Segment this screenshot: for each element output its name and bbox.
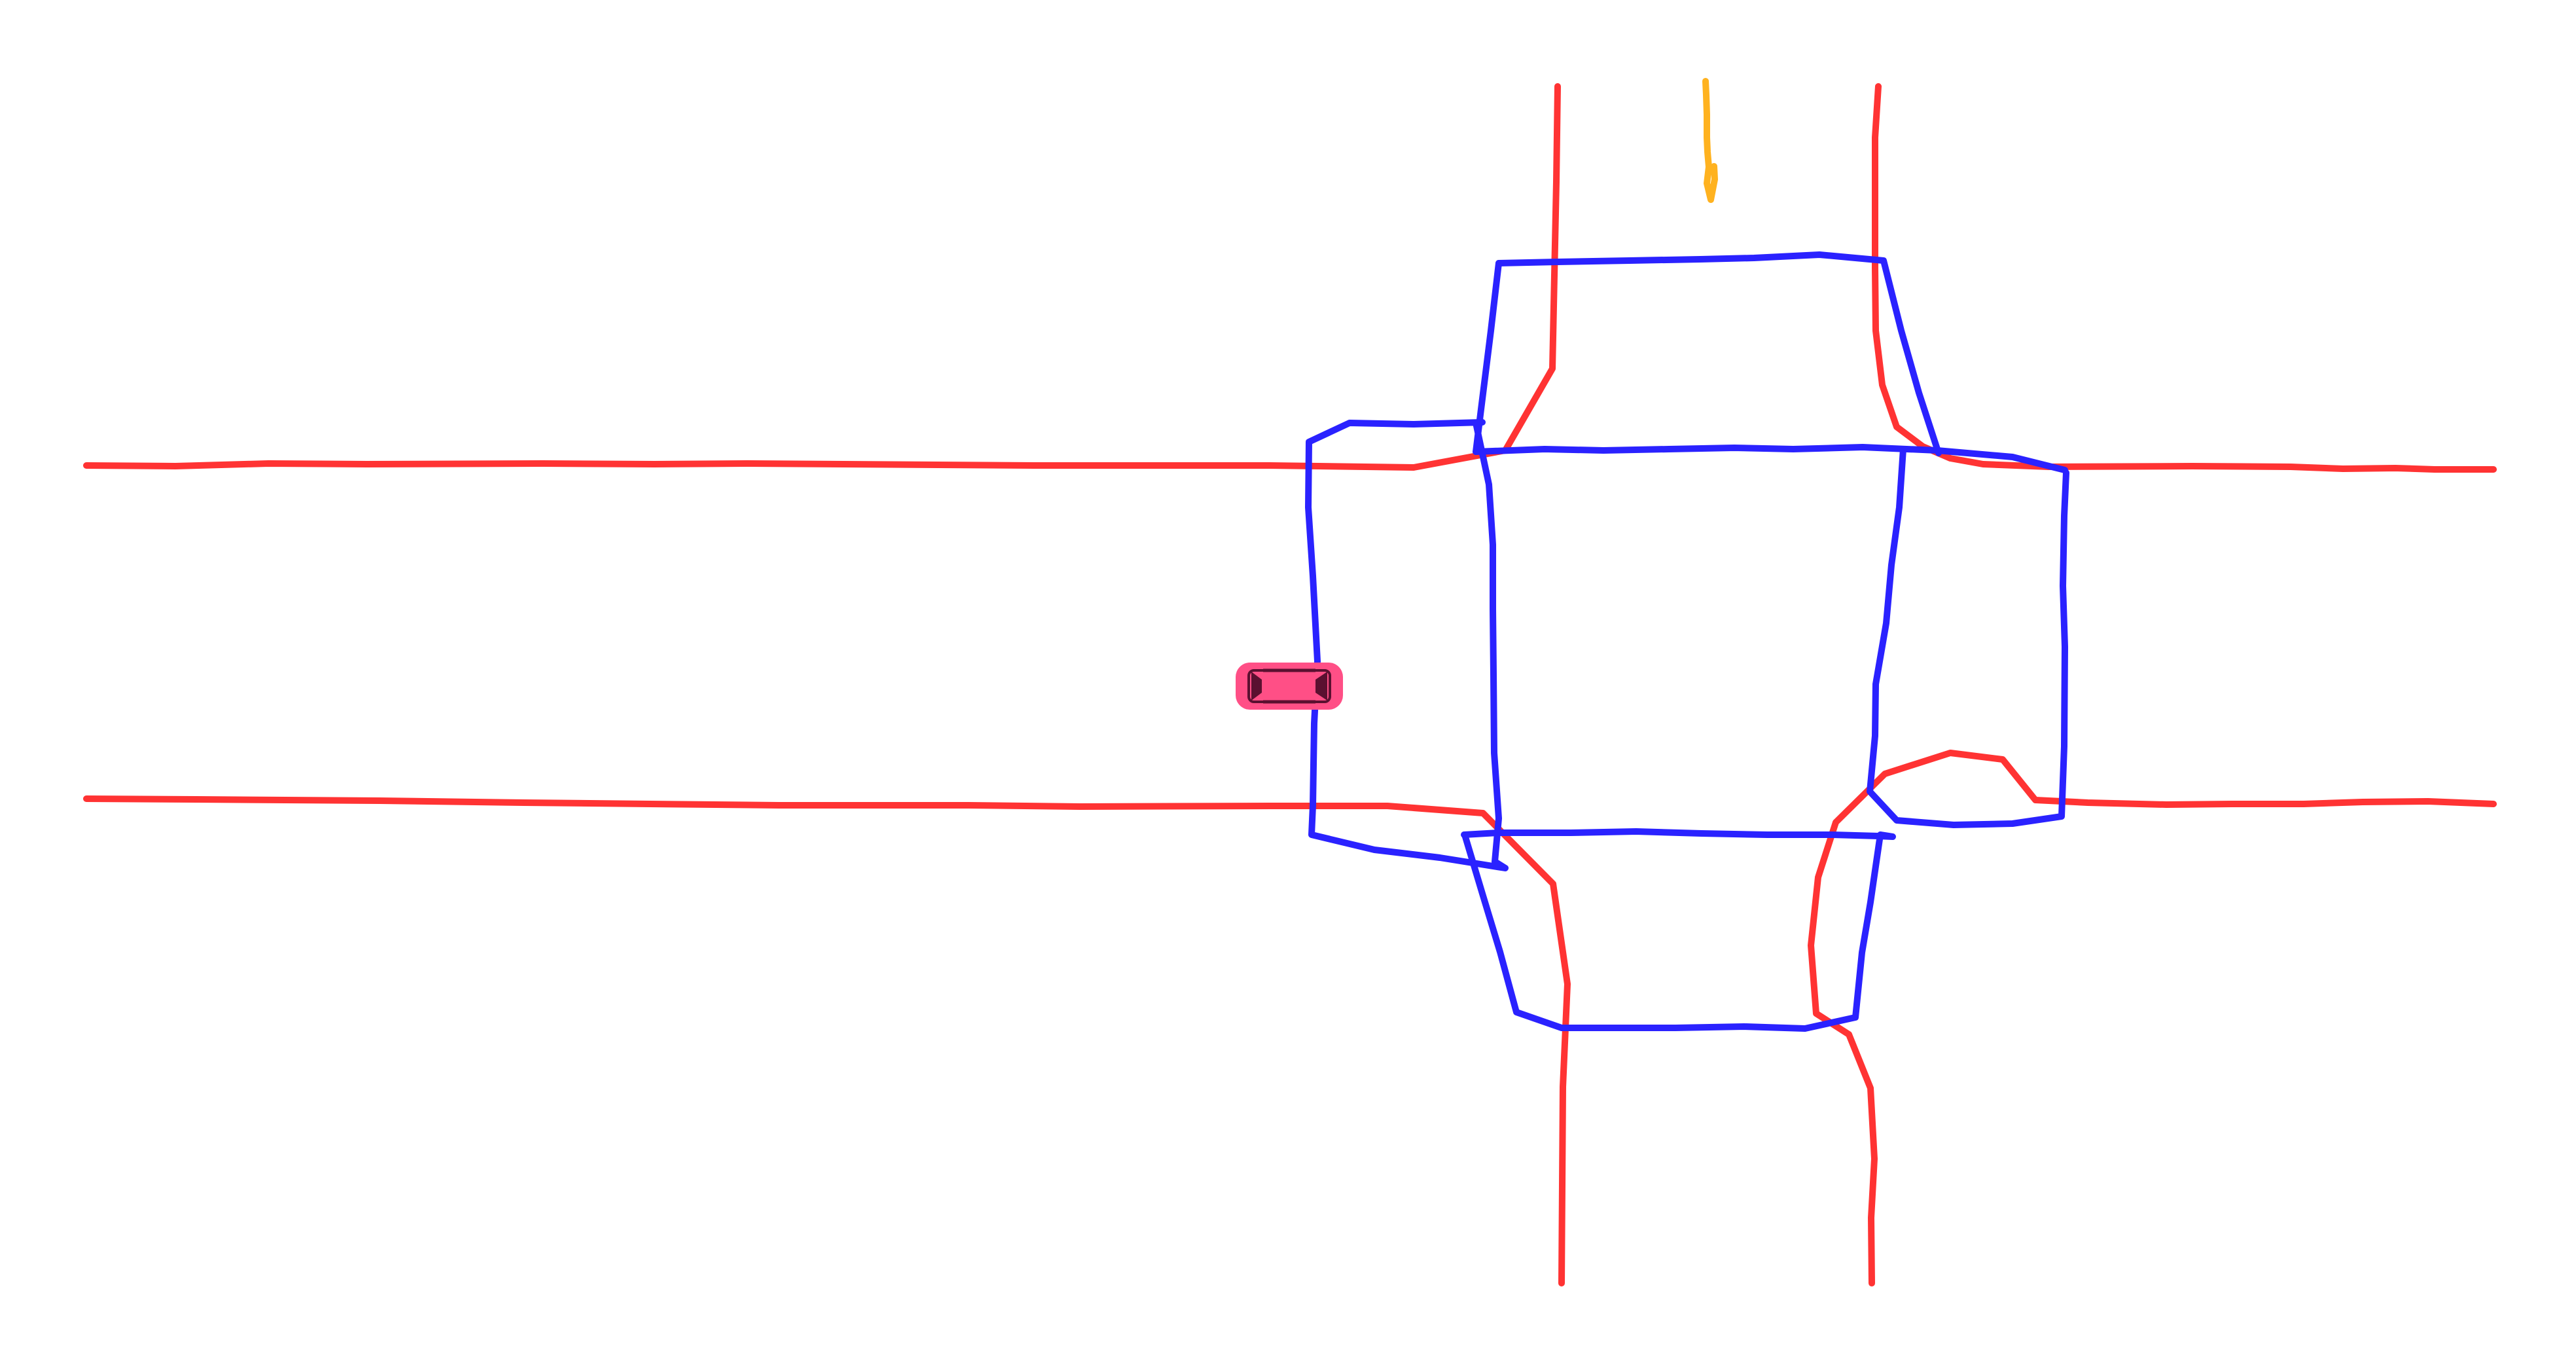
pedestrian-marker-north	[1702, 78, 1718, 203]
road-boundary-north-east	[1872, 83, 2497, 473]
lane-divider-center-top	[1473, 444, 2068, 473]
road-boundary-south-east	[1808, 750, 2497, 1286]
ego-vehicle[interactable]	[1236, 663, 1343, 710]
road-boundary-west-south	[83, 795, 1571, 1286]
lane-divider-south	[1461, 828, 1896, 1032]
road-boundary-west-north	[83, 83, 1561, 471]
lane-divider-west	[1305, 419, 1509, 871]
lane-divider-east	[1867, 446, 2069, 828]
lane-divider-north	[1495, 251, 1942, 456]
pedestrian-markers	[1702, 78, 1718, 203]
road-boundaries	[83, 83, 2497, 1286]
lane-dividers	[1305, 251, 2069, 1032]
car-icon	[1236, 663, 1343, 710]
